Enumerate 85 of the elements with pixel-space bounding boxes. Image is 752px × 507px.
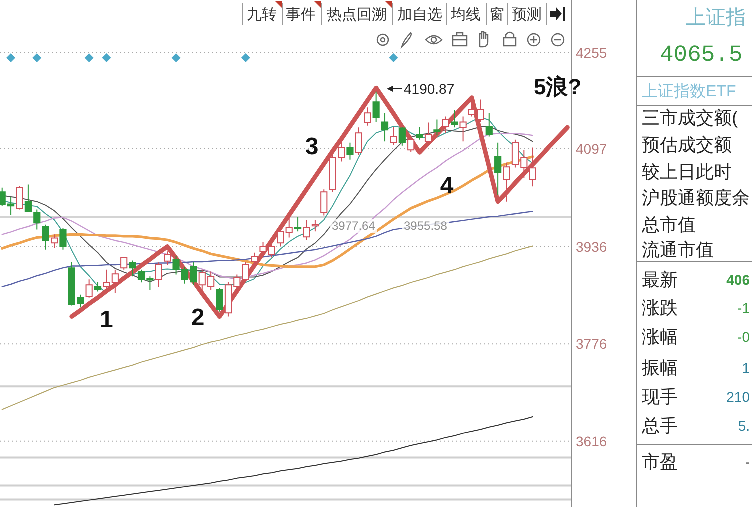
line-series (54, 416, 534, 506)
candlestick (251, 252, 258, 269)
candlestick (94, 282, 102, 292)
candlestick (424, 122, 432, 144)
candlestick (355, 127, 362, 156)
text: 沪股通额度余 (642, 188, 750, 208)
annotation: 1 (100, 306, 114, 334)
candlestick (346, 142, 354, 160)
candlestick (320, 189, 328, 216)
candlestick (50, 234, 58, 249)
candlestick (494, 142, 502, 196)
candlestick (398, 126, 406, 146)
candlestick (216, 288, 224, 312)
text: 4065.5 (660, 42, 743, 68)
y-tick-label: 3936 (576, 238, 608, 255)
annotation: 加自选 (398, 6, 442, 24)
candlestick (372, 91, 380, 123)
candlestick (442, 116, 450, 134)
candlestick (60, 227, 67, 250)
text: 预估成交额 (642, 135, 732, 155)
candlestick (451, 110, 458, 128)
line-series (2, 210, 534, 288)
text: - (745, 454, 750, 470)
candlestick (242, 262, 250, 284)
annotation: 3 (305, 134, 319, 160)
text: -0 (738, 329, 750, 345)
candlestick (408, 138, 415, 152)
text: 最新 (642, 270, 678, 290)
candlestick (129, 260, 136, 278)
candlestick (381, 112, 389, 142)
candlestick (155, 262, 162, 288)
text: 涨幅 (642, 327, 678, 347)
annotation: 均线 (450, 6, 481, 24)
line-series (1, 156, 534, 268)
candlestick (460, 116, 467, 142)
candlestick (312, 220, 319, 232)
text: 总市值 (641, 215, 696, 235)
candlestick (529, 147, 536, 188)
text: 总手 (641, 416, 678, 436)
y-tick-label: 4255 (576, 44, 608, 61)
annotation: 3977.64 (332, 219, 376, 233)
annotation: 热点回溯 (327, 6, 387, 24)
annotation: 5浪? (534, 74, 582, 100)
text: 三市成交额( (642, 108, 738, 128)
annotation: 3955.58 (404, 219, 448, 233)
candlestick (42, 224, 50, 250)
text: 1 (742, 360, 750, 376)
annotation: 预测 (512, 6, 542, 24)
text: 上证指 (686, 7, 746, 29)
candlestick (303, 220, 310, 241)
candlestick (16, 186, 24, 210)
text: 上证指数ETF (642, 82, 736, 100)
candlestick (120, 257, 128, 270)
text: 涨跌 (642, 298, 678, 318)
text: 210 (726, 389, 750, 405)
annotation: 4190.87 (404, 81, 455, 97)
annotation: 九转 (247, 6, 277, 24)
candlestick (24, 184, 32, 213)
candlestick (86, 279, 93, 298)
candlestick (434, 119, 441, 136)
candlestick (486, 112, 493, 138)
text: 较上日此时 (642, 162, 732, 182)
line-series (2, 246, 534, 410)
annotation: 4 (440, 172, 454, 200)
annotation: 2 (191, 304, 205, 332)
text: 流通市值 (642, 240, 714, 260)
candlestick (503, 162, 510, 202)
candlestick (164, 251, 172, 266)
text: 5. (738, 418, 750, 434)
text: 现手 (642, 387, 678, 407)
y-tick-label: 4097 (576, 140, 608, 157)
candlestick (364, 107, 372, 126)
text: 406 (726, 272, 750, 288)
text: 振幅 (642, 358, 678, 378)
candlestick (34, 209, 41, 230)
y-tick-label: 3616 (576, 433, 608, 450)
candlestick (294, 216, 302, 232)
candlestick (286, 217, 293, 238)
candlestick (416, 126, 424, 140)
y-tick-label: 3776 (576, 336, 608, 352)
text: -1 (738, 300, 750, 316)
annotation: 事件 (286, 6, 316, 24)
annotation: 窗 (490, 6, 504, 24)
text: 市盈 (642, 452, 678, 472)
candlestick (390, 126, 398, 146)
